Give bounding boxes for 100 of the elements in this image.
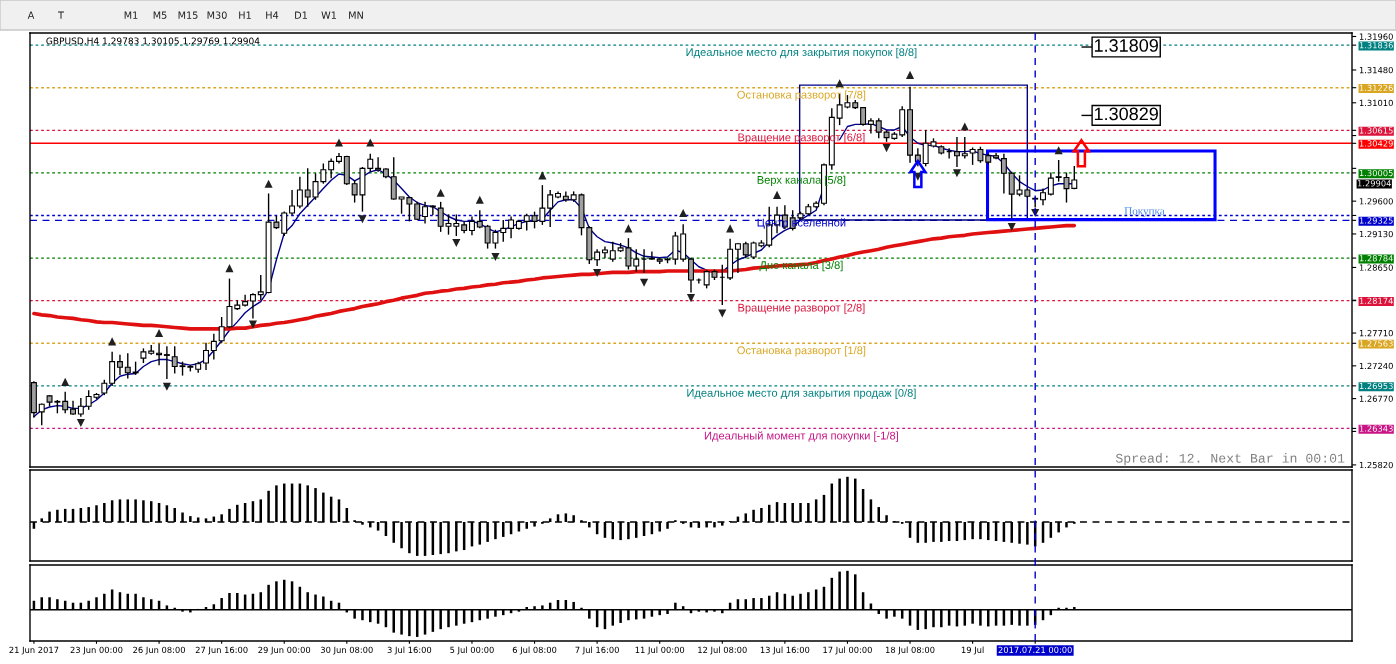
text: M1 bbox=[124, 11, 138, 19]
candlestick bbox=[203, 342, 209, 371]
x-tick-label: 2017.07.21 00:00 bbox=[998, 646, 1072, 654]
annotation: Spread: 12. Next Bar in 00:01 bbox=[1115, 453, 1345, 466]
y-tick-label: 1.26343 bbox=[1359, 425, 1393, 432]
candlestick bbox=[422, 201, 429, 225]
point bbox=[593, 268, 602, 278]
x-tick-label: 13 Jul 16:00 bbox=[760, 646, 810, 655]
x-tick-label: 18 Jul 08:00 bbox=[885, 646, 935, 655]
x-tick-label: 3 Jul 16:00 bbox=[387, 646, 432, 655]
point bbox=[773, 190, 782, 199]
ref-line-label: Вращение разворот [2/8] bbox=[738, 303, 865, 314]
text: MN bbox=[349, 11, 363, 19]
point bbox=[334, 138, 344, 147]
y-tick-label: 1.27563 bbox=[1359, 340, 1393, 347]
text: H4 bbox=[266, 11, 279, 19]
y-tick-label: 1.29325 bbox=[1359, 217, 1393, 224]
annotation: 1.30829 bbox=[1094, 107, 1158, 121]
point bbox=[162, 382, 171, 391]
point bbox=[835, 79, 844, 88]
point bbox=[436, 188, 445, 197]
y-tick-label: 1.31226 bbox=[1359, 84, 1393, 91]
text: W1 bbox=[321, 11, 336, 19]
y-tick-label: 1.25820 bbox=[1359, 461, 1393, 469]
point bbox=[905, 70, 915, 79]
point bbox=[1007, 222, 1016, 232]
x-tick-label: 12 Jul 08:00 bbox=[698, 646, 747, 655]
candlestick bbox=[609, 240, 616, 263]
y-tick-label: 1.30005 bbox=[1359, 169, 1393, 177]
x-tick-label: 5 Jul 00:00 bbox=[450, 646, 494, 655]
point bbox=[679, 208, 688, 218]
candlestick bbox=[633, 248, 640, 273]
candlestick bbox=[1047, 171, 1054, 197]
candlestick bbox=[109, 351, 116, 387]
y-tick-label: 1.31480 bbox=[1359, 66, 1393, 74]
x-tick-label: 6 Jul 08:00 bbox=[512, 646, 557, 655]
point bbox=[1054, 146, 1063, 155]
candlestick bbox=[867, 117, 874, 135]
text: M5 bbox=[153, 11, 167, 19]
x-tick-label: 26 Jun 08:00 bbox=[133, 646, 185, 655]
y-tick-label: 1.26953 bbox=[1359, 382, 1393, 390]
candlestick bbox=[210, 333, 217, 361]
annotation: 1.31809 bbox=[1094, 39, 1158, 52]
x-tick-label: 11 Jul 00:00 bbox=[635, 646, 685, 655]
candlestick bbox=[1000, 153, 1007, 195]
point bbox=[491, 252, 500, 262]
point bbox=[452, 238, 461, 248]
candlestick bbox=[734, 242, 741, 274]
y-tick-label: 1.28784 bbox=[1359, 255, 1393, 262]
point bbox=[624, 224, 633, 233]
candlestick bbox=[124, 352, 131, 380]
candlestick bbox=[62, 390, 69, 414]
point bbox=[155, 328, 164, 338]
candlestick bbox=[547, 189, 554, 228]
y-tick-label: 1.29600 bbox=[1359, 198, 1393, 205]
point bbox=[640, 278, 649, 287]
annotation: Покупка bbox=[1124, 207, 1165, 218]
candlestick bbox=[468, 215, 475, 237]
candlestick bbox=[508, 215, 515, 239]
point bbox=[686, 294, 696, 303]
y-tick-label: 1.30429 bbox=[1359, 140, 1393, 147]
point bbox=[248, 320, 257, 329]
x-tick-label: 7 Jul 16:00 bbox=[575, 646, 619, 655]
x-tick-label: 21 Jun 2017 bbox=[9, 646, 59, 655]
point bbox=[960, 122, 969, 131]
y-tick-label: 1.28650 bbox=[1359, 264, 1393, 271]
y-tick-label: 1.27240 bbox=[1359, 362, 1393, 370]
ref-line-label: Идеальное место для закрытия продаж [0/8] bbox=[687, 388, 916, 399]
ref-line-label: Идеальный момент для покупки [-1/8] bbox=[704, 431, 898, 442]
text: H1 bbox=[239, 11, 251, 19]
candlestick bbox=[961, 136, 968, 160]
candlestick bbox=[953, 136, 960, 168]
x-tick-label: 29 Jun 00:00 bbox=[258, 646, 311, 655]
point bbox=[358, 215, 367, 224]
point bbox=[366, 138, 375, 147]
text: T bbox=[58, 11, 64, 19]
candlestick bbox=[429, 204, 436, 216]
candlestick bbox=[116, 353, 123, 376]
x-tick-label: 23 Jun 00:00 bbox=[70, 646, 123, 655]
ref-line-label: Остановка разворот [1/8] bbox=[737, 346, 866, 357]
text: 1.29904 bbox=[1357, 180, 1391, 187]
point bbox=[718, 309, 727, 318]
text: M30 bbox=[207, 11, 227, 19]
x-tick-label: 30 Jun 08:00 bbox=[320, 646, 373, 655]
y-tick-label: 1.26770 bbox=[1359, 395, 1393, 402]
point bbox=[76, 418, 85, 428]
text: M15 bbox=[178, 11, 198, 19]
candlestick bbox=[562, 190, 569, 203]
ref-line-label: Идеальное место для закрытия покупок [8/8] bbox=[686, 47, 917, 59]
chart-title: GBPUSD,H4 1.29783 1.30105 1.29769 1.29904 bbox=[46, 37, 260, 46]
point bbox=[952, 169, 962, 178]
candlestick bbox=[77, 397, 84, 418]
point bbox=[475, 195, 484, 204]
candlestick bbox=[296, 176, 303, 209]
candlestick bbox=[281, 210, 288, 237]
candlestick bbox=[249, 292, 256, 320]
candlestick bbox=[257, 274, 264, 301]
y-tick-label: 1.31010 bbox=[1359, 99, 1393, 107]
point bbox=[225, 264, 234, 273]
point bbox=[882, 144, 891, 153]
